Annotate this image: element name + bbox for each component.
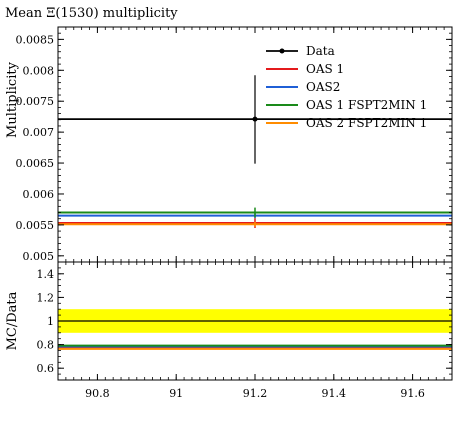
x-tick-label: 90.8: [85, 387, 110, 400]
ratio-axis-label: MC/Data: [5, 291, 20, 350]
ratio-tick-label: 0.6: [37, 362, 55, 375]
x-tick-label: 91.6: [400, 387, 425, 400]
chart-title: Mean Ξ(1530) multiplicity: [5, 6, 178, 21]
legend-series-4-label: OAS 2 FSPT2MIN 1: [306, 116, 427, 130]
ratio-tick-label: 1.4: [37, 268, 55, 281]
legend-series-3-label: OAS 1 FSPT2MIN 1: [306, 98, 427, 112]
y-tick-label: 0.006: [23, 188, 55, 201]
y-tick-label: 0.007: [23, 126, 55, 139]
legend-data-label: Data: [306, 44, 335, 58]
y-tick-label: 0.0065: [16, 157, 55, 170]
x-tick-label: 91: [169, 387, 183, 400]
legend: Data OAS 1 OAS2 OAS 1 FSPT2MIN 1 OAS 2 FSPT2…: [266, 44, 427, 130]
y-tick-label: 0.0055: [16, 219, 55, 232]
y-tick-label: 0.008: [23, 64, 55, 77]
ratio-plot: 0.6 0.8 1 1.2 1.4 90.8 91 91.2 91.4 91.6: [37, 261, 453, 400]
legend-series-2-label: OAS2: [306, 80, 340, 94]
ratio-tick-label: 1.2: [37, 291, 55, 304]
ratio-tick-label: 1: [47, 315, 54, 328]
main-plot: 0.005 0.0055 0.006 0.0065 0.007 0.0075 0.008 0.…: [16, 26, 453, 263]
legend-series-1-label: OAS 1: [306, 62, 344, 76]
y-tick-label: 0.0085: [16, 33, 55, 46]
ratio-tick-label: 0.8: [37, 339, 55, 352]
x-tick-label: 91.4: [322, 387, 347, 400]
legend-data-marker: [279, 48, 285, 54]
y-axis-label: Multiplicity: [5, 61, 20, 138]
x-tick-label: 91.2: [243, 387, 268, 400]
y-tick-label: 0.0075: [16, 95, 55, 108]
data-point: [252, 116, 258, 122]
y-tick-label: 0.005: [23, 250, 55, 263]
